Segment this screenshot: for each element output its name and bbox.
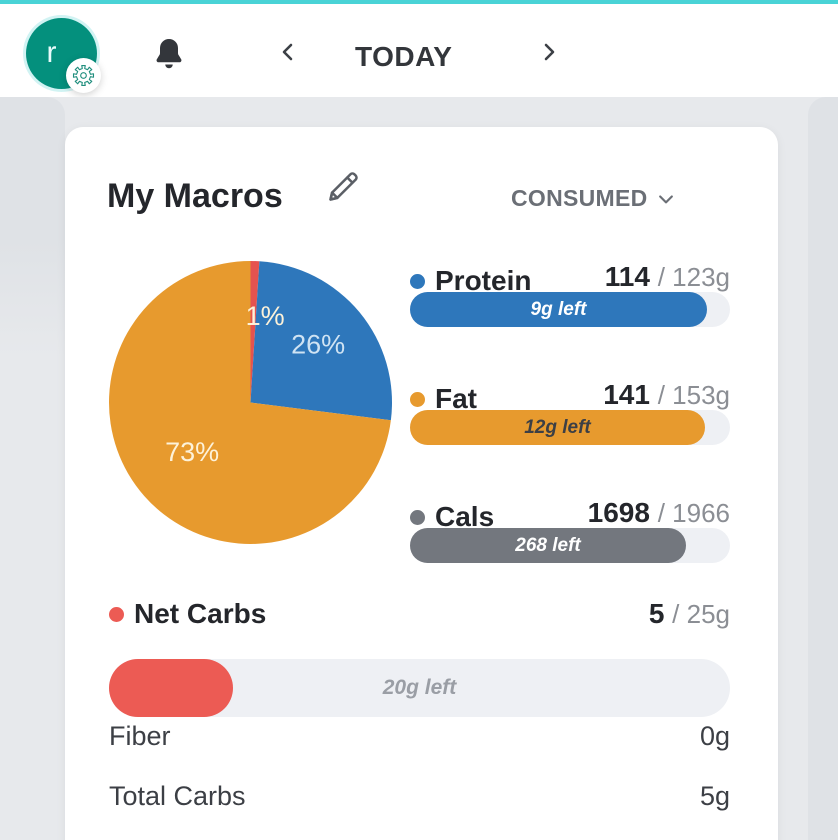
svg-text:26%: 26% (291, 330, 345, 360)
svg-text:1%: 1% (246, 301, 285, 331)
svg-text:73%: 73% (165, 437, 219, 467)
